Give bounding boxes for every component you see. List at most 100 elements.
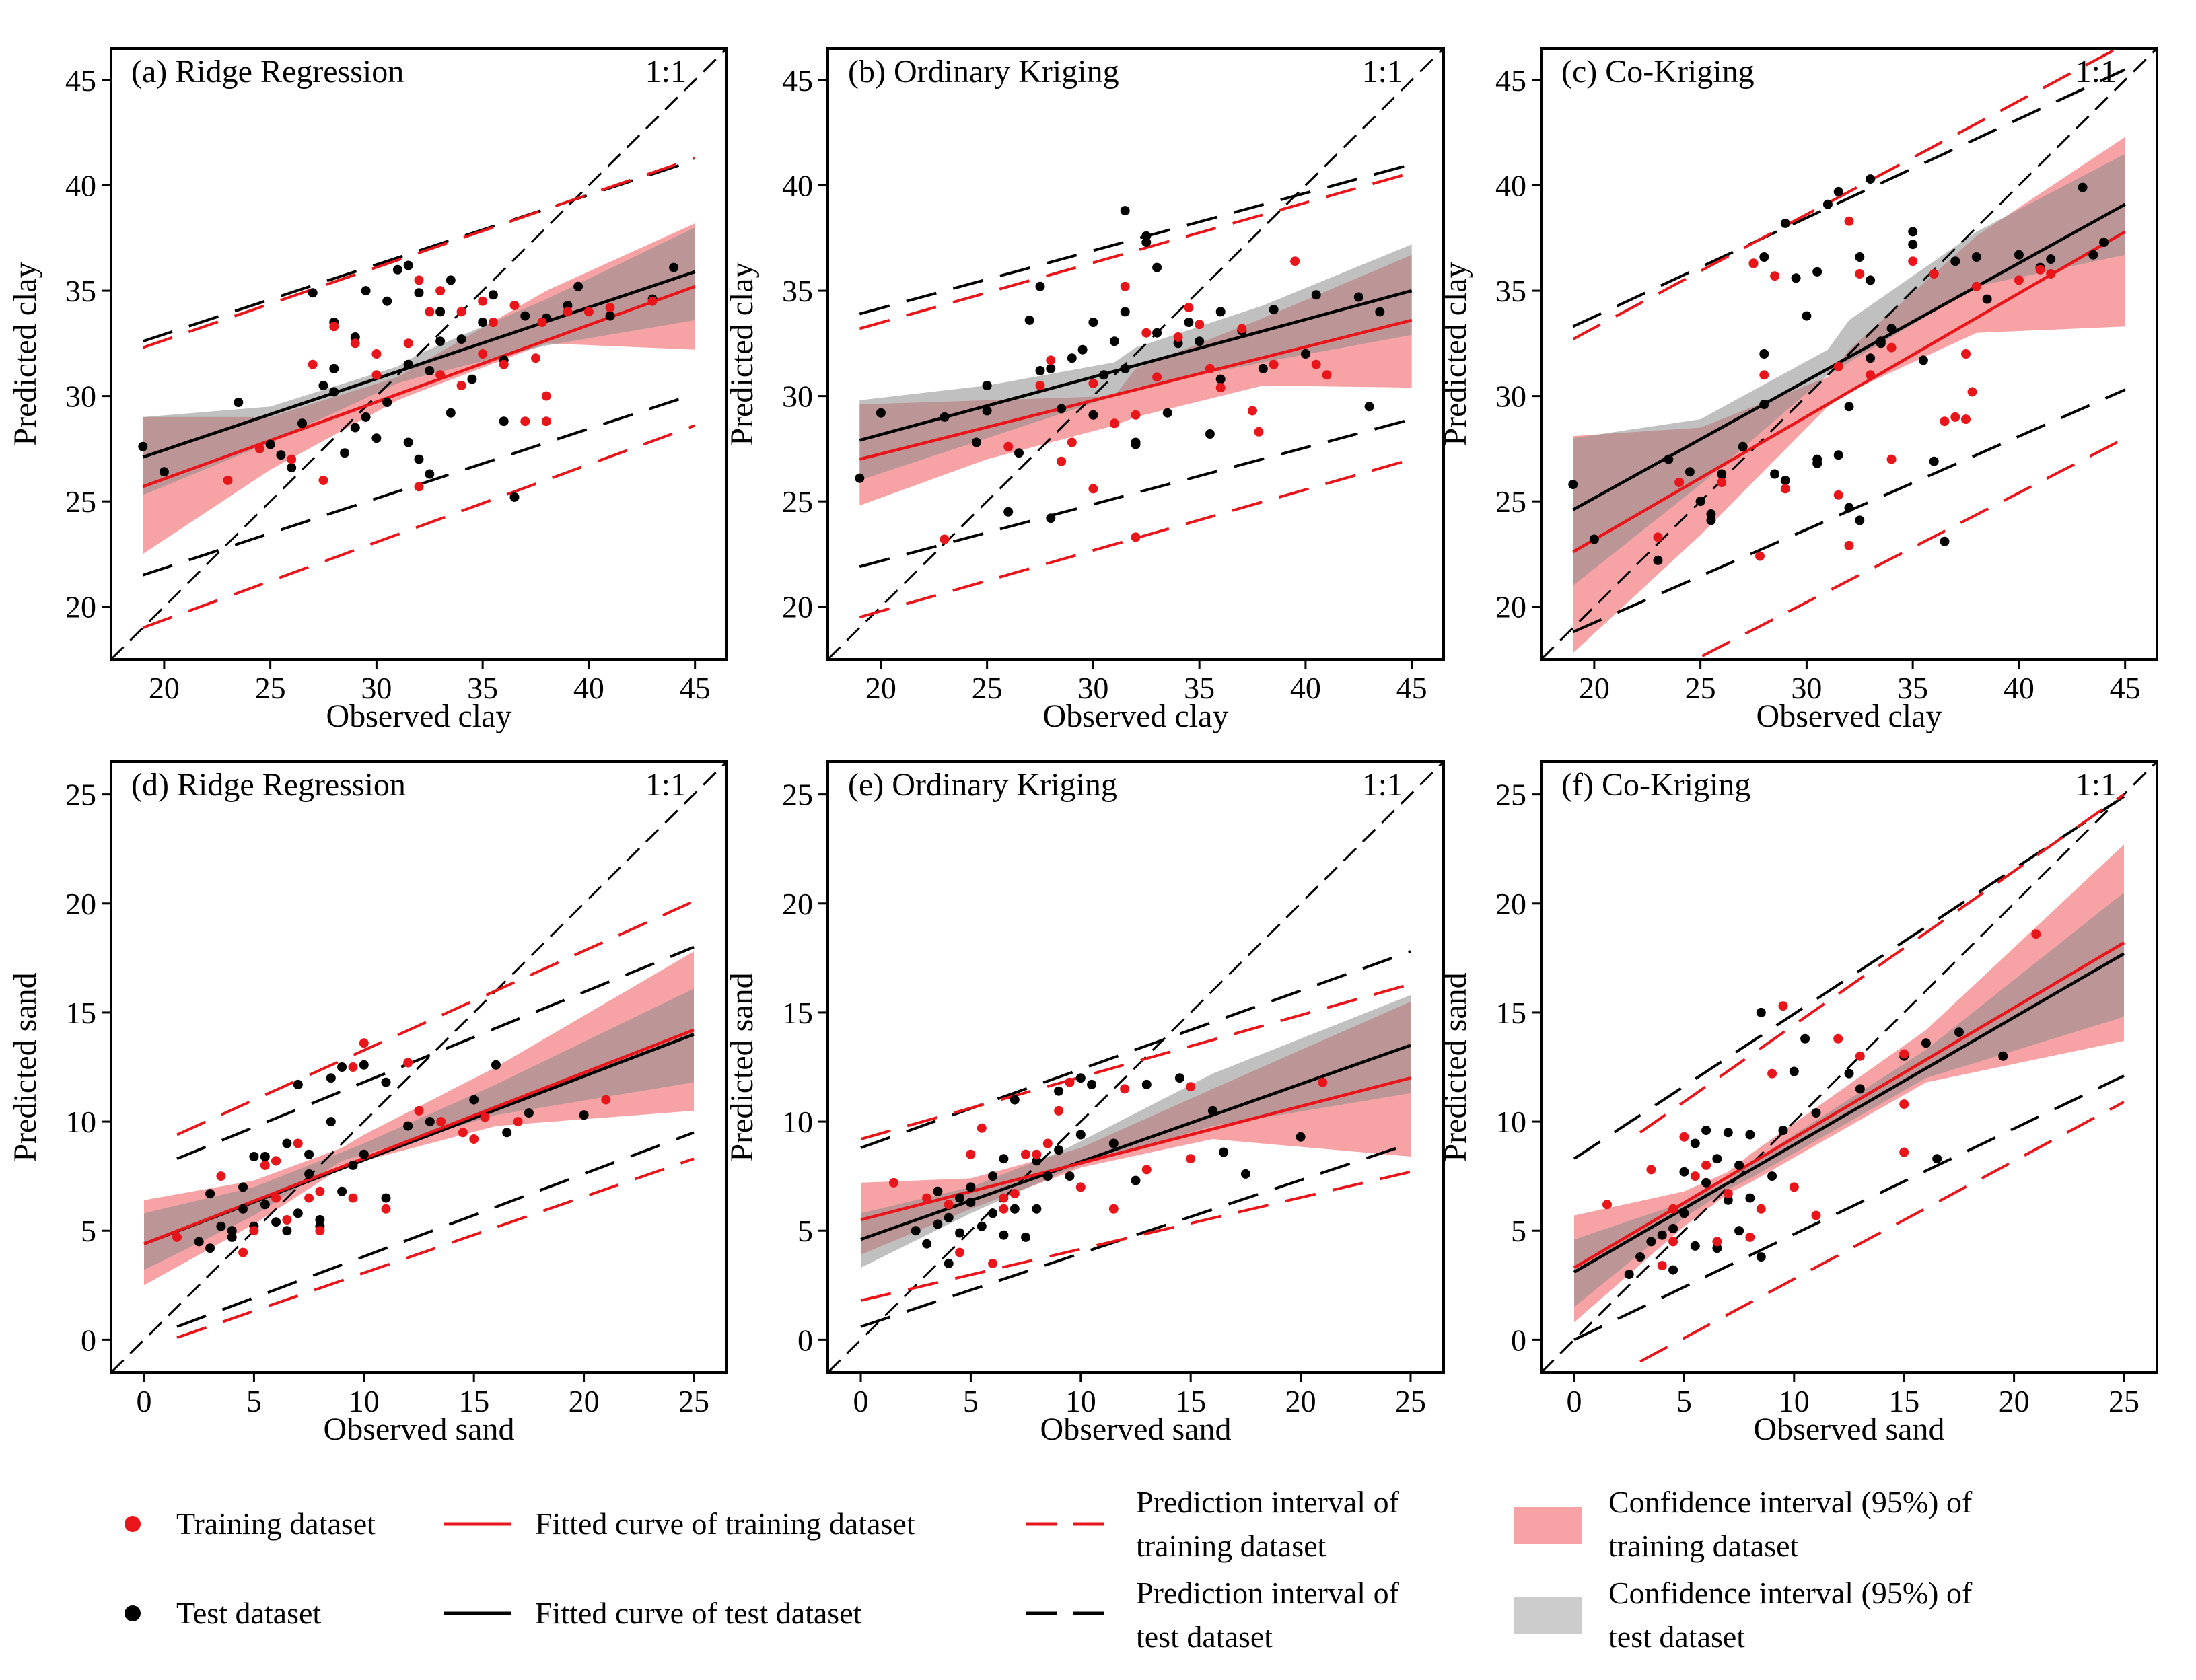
point-training (1120, 1084, 1130, 1094)
point-test (1950, 256, 1960, 266)
point-training (1186, 1082, 1196, 1092)
point-test (1184, 318, 1194, 327)
point-test (234, 398, 244, 407)
fit-line-training (1572, 230, 2126, 554)
point-test (1759, 349, 1769, 359)
point-test (403, 359, 413, 369)
point-test (381, 1077, 391, 1087)
point-test (138, 441, 148, 451)
point-test (1067, 353, 1077, 363)
point-test (1844, 402, 1854, 412)
point-test (1908, 227, 1918, 237)
ci-band-training (1574, 844, 2124, 1323)
point-test (1131, 1175, 1141, 1185)
point-test (1088, 318, 1098, 327)
x-tick-label: 15 (1888, 1384, 1919, 1418)
point-training (403, 338, 413, 349)
point-test (488, 290, 498, 300)
point-training (1322, 370, 1332, 380)
point-training (315, 1186, 325, 1196)
point-test (1120, 206, 1130, 216)
point-training (308, 359, 318, 369)
point-test (227, 1232, 237, 1242)
legend-fit-train-label: Fitted curve of training dataset (535, 1506, 915, 1541)
x-tick-label: 20 (569, 1384, 600, 1418)
point-test (260, 1152, 270, 1161)
y-tick-label: 45 (782, 63, 813, 98)
point-training (1971, 281, 1981, 291)
point-test (340, 448, 350, 458)
point-test (435, 307, 446, 317)
point-training (1152, 372, 1162, 382)
point-test (499, 416, 509, 427)
x-tick-label: 35 (1897, 671, 1928, 705)
point-test (1032, 1156, 1042, 1166)
one-to-one-line (111, 762, 727, 1373)
point-training (1032, 1149, 1042, 1159)
y-tick-label: 20 (1495, 590, 1526, 624)
point-training (1778, 1001, 1788, 1011)
point-test (1802, 311, 1812, 321)
point-training (304, 1193, 314, 1203)
y-tick-label: 15 (1495, 996, 1526, 1030)
point-test (1046, 513, 1056, 523)
point-test (159, 467, 169, 477)
fit-line-test (859, 289, 1413, 442)
y-axis-label: Predicted sand (724, 972, 760, 1161)
fit-line-test (1573, 952, 2125, 1274)
plot-frame (110, 760, 728, 1374)
point-training (889, 1177, 898, 1188)
point-test (446, 275, 456, 285)
plot-area (828, 48, 1444, 659)
point-test (1065, 1171, 1075, 1181)
point-training (1866, 370, 1876, 380)
point-training (223, 475, 233, 485)
point-test (1866, 174, 1876, 184)
point-test (1855, 1084, 1865, 1094)
point-test (194, 1237, 204, 1247)
point-training (260, 1160, 270, 1170)
point-training (1646, 1165, 1656, 1175)
point-training (1237, 324, 1247, 334)
legend-test-marker (125, 1605, 141, 1621)
point-test (1635, 1252, 1645, 1262)
point-test (1712, 1154, 1722, 1164)
point-test (1833, 186, 1843, 196)
one-to-one-line (1541, 762, 2157, 1373)
x-tick-label: 0 (137, 1384, 152, 1418)
plot-frame (1540, 47, 2158, 661)
point-training (414, 275, 424, 285)
point-test (1087, 1079, 1097, 1089)
y-tick-label: 25 (65, 484, 96, 519)
point-training (1668, 1204, 1678, 1214)
point-test (999, 1154, 1009, 1164)
point-test (1141, 238, 1152, 248)
x-tick-label: 40 (2004, 671, 2034, 705)
point-training (1844, 216, 1854, 226)
point-training (216, 1171, 226, 1181)
point-training (499, 359, 509, 369)
point-test (573, 281, 583, 291)
point-test (1745, 1193, 1755, 1203)
point-training (1215, 383, 1226, 393)
plot-area (828, 762, 1444, 1373)
point-training (1886, 454, 1897, 464)
point-training (2046, 269, 2056, 279)
point-test (944, 1258, 954, 1268)
point-test (1269, 305, 1279, 315)
x-axis-label: Observed sand (1754, 1412, 1945, 1447)
point-training (435, 286, 446, 296)
point-training (605, 303, 615, 313)
point-training (1886, 342, 1897, 353)
point-test (403, 437, 413, 447)
point-test (1624, 1270, 1634, 1280)
one-to-one-label: 1:1 (1362, 54, 1403, 89)
point-test (966, 1198, 976, 1208)
x-tick-label: 10 (1065, 1384, 1096, 1418)
point-training (513, 1117, 523, 1127)
point-test (933, 1186, 943, 1196)
point-test (1780, 475, 1790, 485)
y-tick-label: 25 (65, 778, 96, 812)
y-axis-label: Predicted clay (724, 262, 760, 445)
x-tick-label: 30 (361, 671, 392, 705)
